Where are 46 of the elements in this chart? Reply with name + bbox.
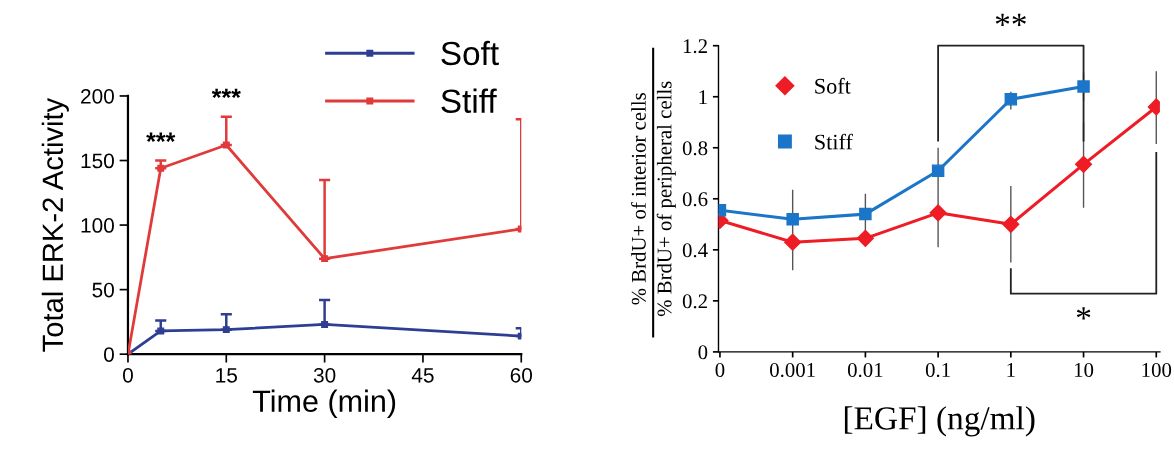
point — [859, 207, 872, 221]
y-tick-label: 0.6 — [682, 192, 708, 207]
x-tick-label: 0.01 — [847, 362, 883, 378]
point — [931, 164, 945, 177]
y-tick-label: 150 — [81, 153, 114, 169]
y-tick-label: 0.2 — [682, 294, 707, 309]
legend-label: Stiff — [441, 88, 497, 113]
legend-label: Stiff — [815, 133, 853, 150]
x-tick-label: 45 — [411, 368, 434, 383]
legend-label: Soft — [441, 40, 499, 66]
legend-label: Soft — [815, 77, 851, 94]
y-tick-label: 50 — [92, 282, 114, 298]
x-axis-title: [EGF] (ng/ml) — [844, 406, 1035, 437]
text: ** — [995, 13, 1026, 26]
y-tick-label: 0 — [104, 347, 114, 362]
x-tick-label: 15 — [216, 368, 237, 383]
x-tick-label: 0.001 — [770, 362, 815, 378]
annotation: * — [1076, 307, 1091, 320]
y-tick-label: 1 — [699, 90, 707, 104]
y-tick-label: 200 — [81, 88, 114, 104]
x-tick-label: 1 — [1007, 363, 1015, 377]
x-tick-label: 10 — [1074, 362, 1094, 377]
point — [929, 204, 947, 222]
y-axis-title: Total ERK-2 Activity — [41, 97, 69, 352]
x-tick-label: 0 — [122, 367, 133, 383]
y-tick-label: 100 — [81, 218, 114, 233]
y-tick-label: 0 — [698, 345, 708, 360]
point — [786, 212, 799, 226]
y-tick-label: 0.8 — [682, 141, 708, 156]
x-tick-label: 60 — [510, 367, 533, 383]
point — [1002, 215, 1020, 233]
point — [784, 233, 802, 251]
y-axis-title: % BrdU+ of interior cells % BrdU+ of peripheral cells — [630, 81, 676, 317]
x-tick-label: 0.1 — [925, 362, 950, 378]
point — [856, 229, 874, 247]
annotation: *** — [211, 88, 241, 98]
annotation: *** — [146, 132, 176, 142]
point — [1004, 93, 1018, 106]
x-tick-label: 100 — [1142, 362, 1172, 377]
y-tick-label: 1.2 — [683, 39, 707, 54]
point — [1077, 80, 1090, 93]
x-axis-title: Time (min) — [252, 389, 396, 419]
x-tick-label: 0 — [715, 362, 725, 377]
x-tick-label: 30 — [313, 367, 336, 383]
point — [1075, 155, 1093, 173]
y-tick-label: 0.4 — [682, 243, 708, 258]
